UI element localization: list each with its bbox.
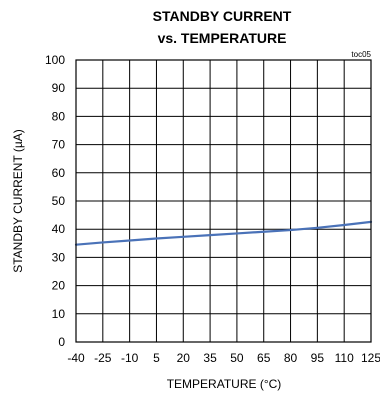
chart-title-line-1: STANDBY CURRENT	[153, 8, 292, 24]
y-tick-label: 20	[52, 279, 66, 293]
series-line-0	[74, 220, 373, 246]
y-tick-label: 70	[52, 138, 66, 152]
grid-lines	[75, 59, 372, 343]
x-tick-labels: -40 -25 -10 5 20 35 50 65 80 95 110 125	[67, 351, 380, 365]
y-tick-label: 30	[52, 250, 66, 264]
plot-frame	[75, 59, 372, 343]
x-tick-label: 20	[177, 351, 191, 365]
x-tick-label: -10	[121, 351, 139, 365]
x-tick-label: 5	[153, 351, 160, 365]
y-tick-labels: 0 10 20 30 40 50 60 70 80 90 100	[45, 53, 65, 349]
y-tick-label: 0	[58, 335, 65, 349]
y-tick-label: 80	[52, 109, 66, 123]
x-tick-label: 80	[284, 351, 298, 365]
figure-tag: toc05	[351, 50, 371, 59]
x-tick-label: -40	[67, 351, 85, 365]
y-axis-label: STANDBY CURRENT (µA)	[11, 129, 25, 273]
y-tick-label: 90	[52, 81, 66, 95]
chart-title-line-2: vs. TEMPERATURE	[158, 30, 287, 46]
data-series	[74, 220, 373, 246]
x-tick-label: 50	[230, 351, 244, 365]
y-tick-label: 50	[52, 194, 66, 208]
x-tick-label: 35	[203, 351, 217, 365]
y-tick-label: 100	[45, 53, 65, 67]
x-tick-label: 65	[257, 351, 271, 365]
y-tick-label: 10	[52, 307, 66, 321]
y-tick-label: 60	[52, 166, 66, 180]
y-tick-label: 40	[52, 222, 66, 236]
x-tick-label: 125	[361, 351, 380, 365]
x-axis-label: TEMPERATURE (°C)	[167, 377, 282, 391]
x-tick-label: 95	[311, 351, 325, 365]
x-tick-label: 110	[335, 351, 354, 365]
x-tick-label: -25	[94, 351, 112, 365]
